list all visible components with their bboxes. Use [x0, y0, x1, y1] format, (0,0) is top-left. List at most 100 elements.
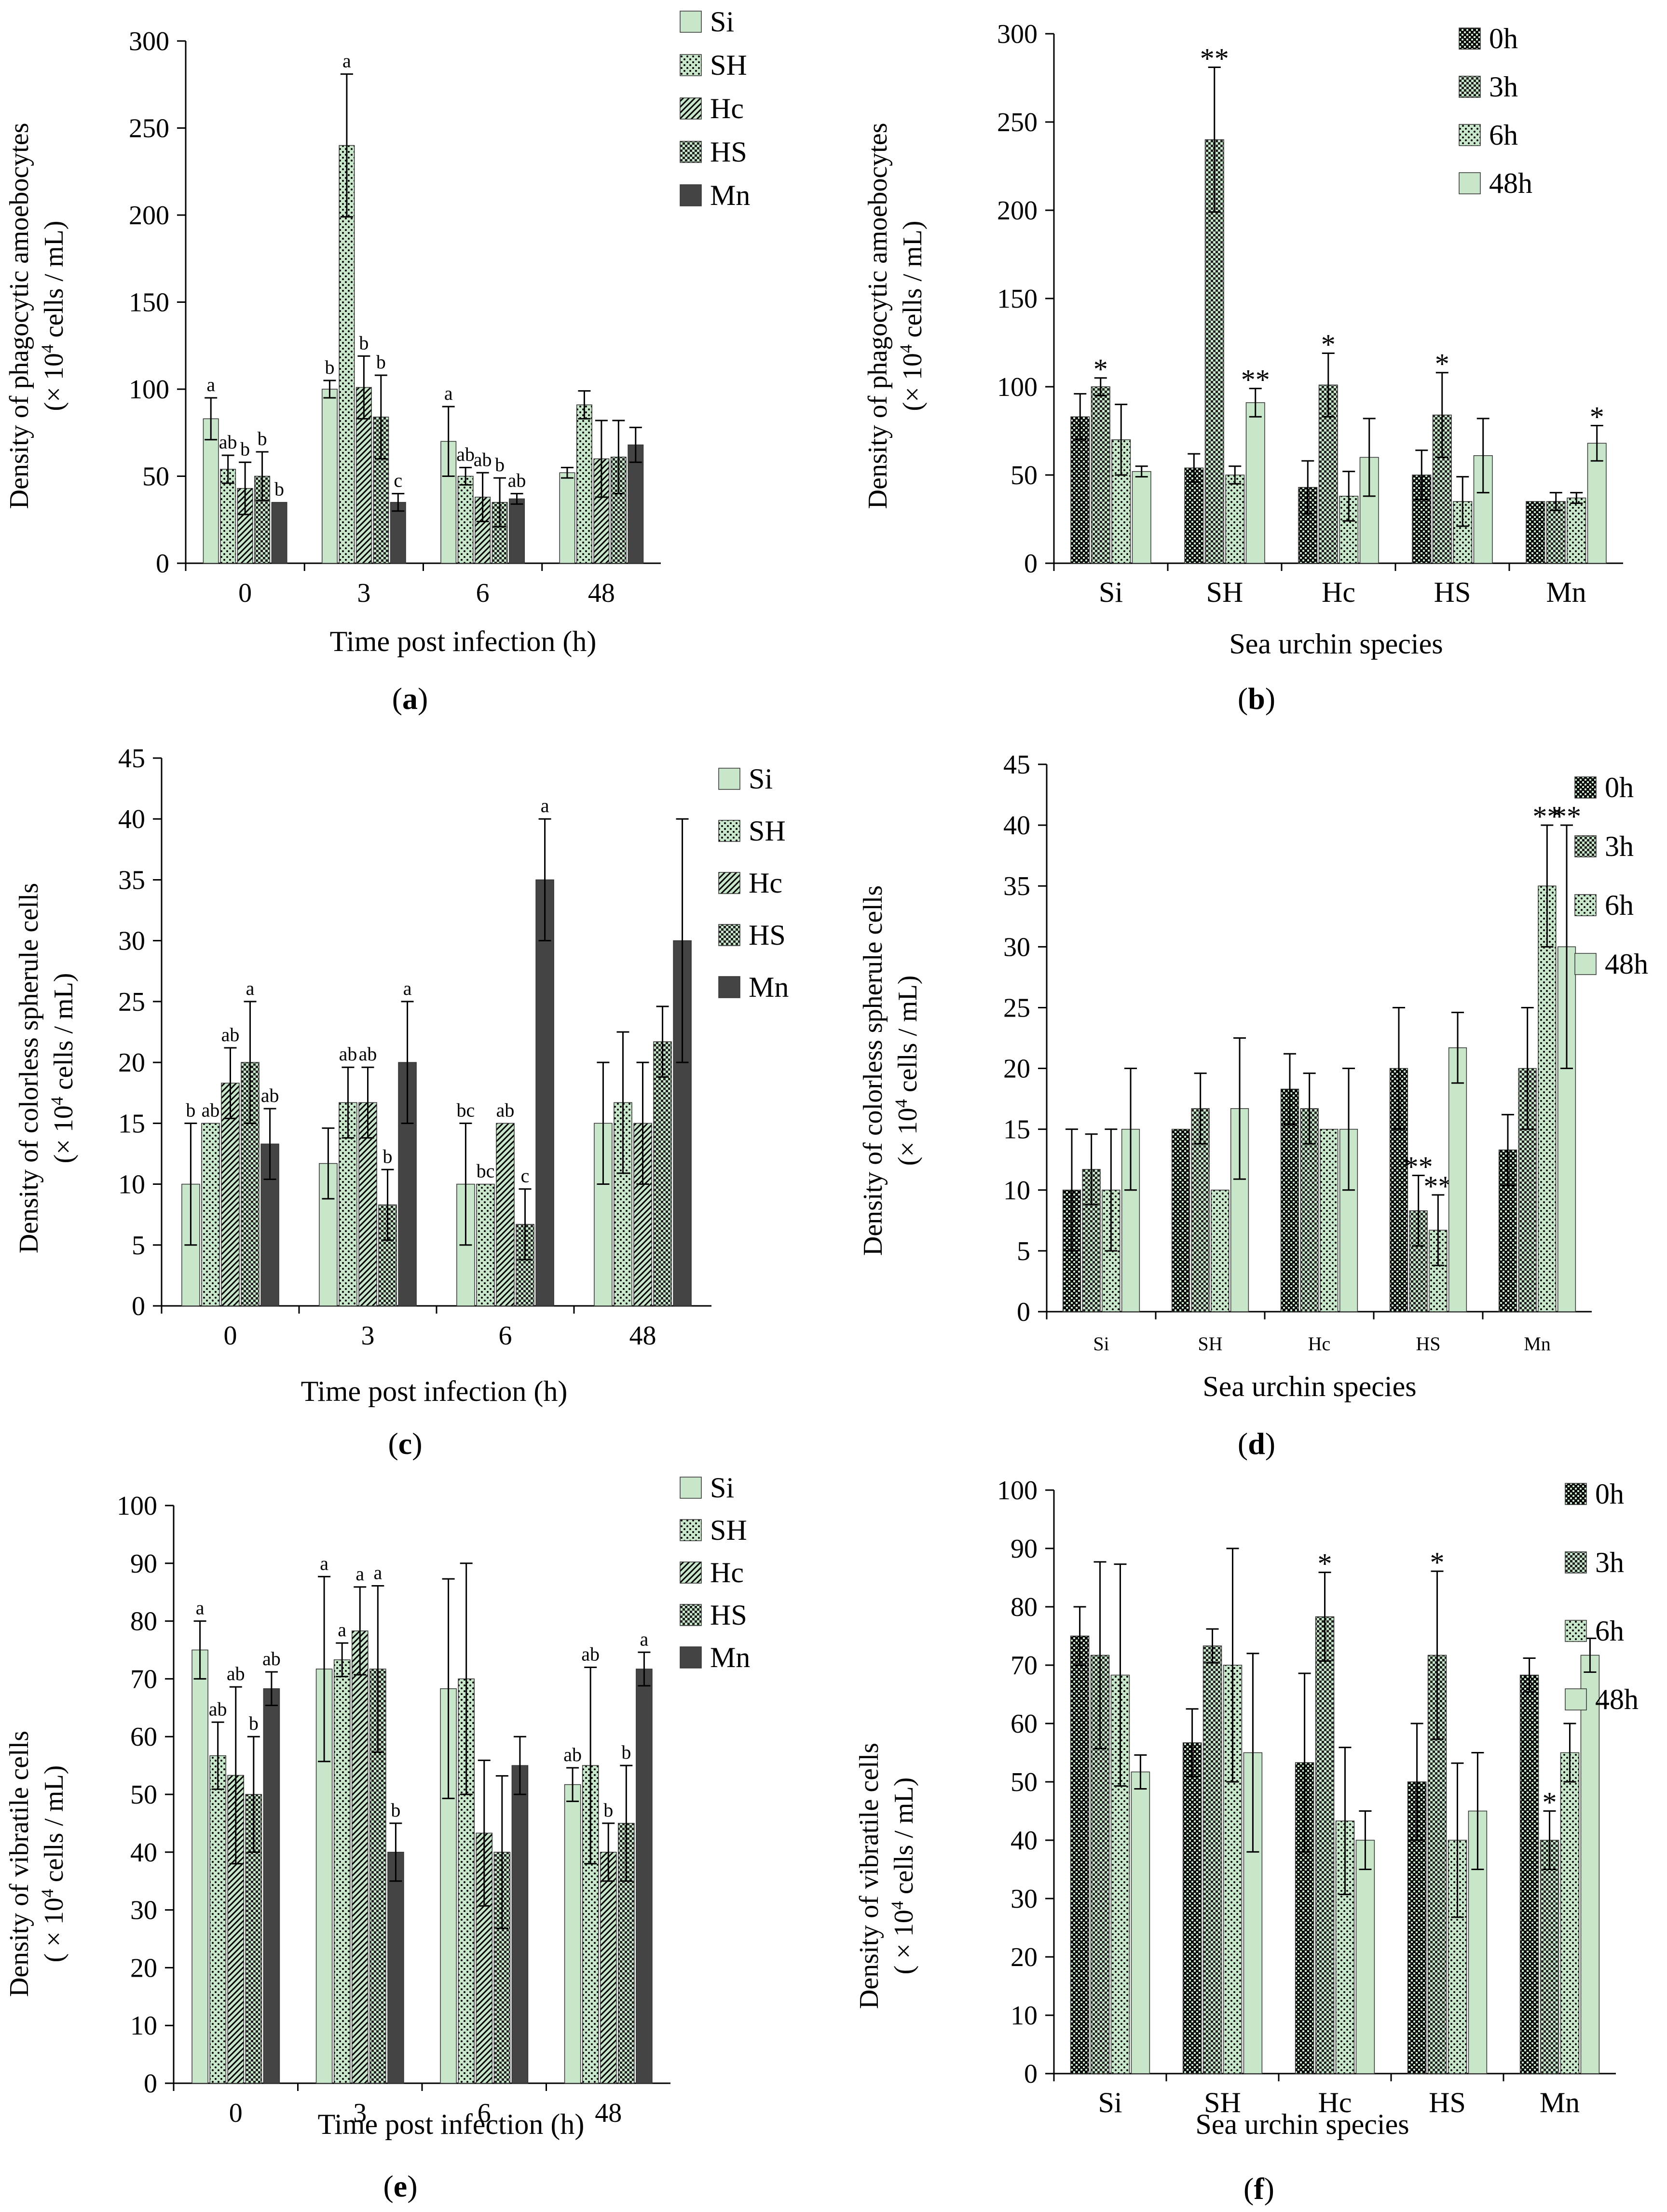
panel-f-legend-swatch [1565, 1620, 1587, 1642]
panel-d-legend-swatch [1574, 953, 1597, 975]
panel-b-ytick-label: 50 [1011, 461, 1038, 490]
panel-d-bar [1171, 1128, 1190, 1312]
panel-b-ylabel-unit-pre: (× 10 [898, 353, 928, 411]
panel-e-bar [351, 1630, 369, 2084]
panel-c-xlabel: Time post infection (h) [301, 1375, 568, 1407]
panel-d-category-label: Mn [1524, 1333, 1551, 1355]
panel-d-ytick-label: 25 [1003, 993, 1030, 1023]
panel-a-bar [576, 404, 592, 564]
panel-c-ylabel-line1: Density of colorless spherule cells [14, 883, 44, 1253]
panel-a-significance-label: b [274, 478, 284, 500]
panel-c-legend-swatch [718, 768, 740, 790]
panel-b-bar [1070, 416, 1090, 564]
panel-f-ytick-label: 30 [1011, 1884, 1038, 1914]
panel-f-bar [1182, 1742, 1202, 2074]
panel-e-significance-label: a [373, 1562, 382, 1584]
panel-a-ytick-label: 150 [129, 288, 169, 318]
panel-b-ytick-label: 0 [1024, 549, 1038, 579]
panel-f-ytick-label: 10 [1011, 2001, 1038, 2031]
panel-a-category-label: 3 [357, 578, 370, 608]
panel-b-bar [1567, 497, 1586, 564]
panel-b-significance-label: * [1590, 401, 1604, 433]
panel-b-significance-label: * [1093, 353, 1108, 385]
panel-d-bar [1448, 1047, 1467, 1312]
panel-f-bar [1070, 1635, 1090, 2074]
panel-c-ytick-label: 15 [118, 1109, 145, 1139]
panel-a-significance-label: a [342, 50, 351, 72]
panel-e-category-label: 0 [229, 2098, 243, 2128]
panel-f-ylabel-unit-pre: ( × 10 [889, 1910, 919, 1974]
panel-f-ytick-label: 70 [1011, 1651, 1038, 1681]
panel-a-ylabel-unit-sup: 4 [38, 344, 57, 353]
panel-e-significance-label: b [621, 1741, 631, 1763]
panel-b-bar [1526, 501, 1545, 564]
panel-a-legend-label: Hc [710, 93, 744, 124]
panel-c-bar [476, 1183, 495, 1306]
panel-d-ylabel-unit-post: cells / mL) [893, 976, 923, 1099]
panel-c-significance-label: c [521, 1165, 530, 1187]
panel-c-category-label: 48 [629, 1321, 656, 1351]
panel-b-legend-label: 0h [1489, 23, 1518, 54]
panel-f-category-label: Mn [1540, 2087, 1580, 2118]
panel-f-bar [1519, 1674, 1539, 2074]
panel-b-bar [1091, 386, 1110, 564]
panel-a-significance-label: ab [474, 448, 492, 470]
panel-f: 0 10 20 30 40 50 60 70 80 90 100 Si SH Hc * HS * Mn * 0h 3h 6… [854, 1476, 1639, 2206]
panel-e-legend-swatch [680, 1477, 702, 1499]
panel-e-ylabel-unit: ( × 104 cells / mL) [38, 1765, 69, 1963]
panel-e-significance-label: a [355, 1563, 364, 1585]
panel-e-bar [636, 1669, 653, 2084]
panel-f-ytick-label: 0 [1024, 2059, 1038, 2089]
panel-f-bar [1560, 1752, 1580, 2074]
panel-f-ytick-label: 20 [1011, 1942, 1038, 1972]
panel-f-legend-swatch [1565, 1551, 1587, 1574]
panel-d-ytick-label: 0 [1017, 1297, 1030, 1327]
panel-d-ytick-label: 5 [1017, 1236, 1030, 1266]
panel-c-ytick-label: 25 [118, 987, 145, 1017]
panel-b-bar [1132, 471, 1151, 564]
panel-d-bar [1230, 1108, 1249, 1312]
panel-c-legend-swatch [718, 924, 740, 946]
panel-b-bar [1587, 443, 1607, 564]
panel-b-category-label: Hc [1322, 576, 1355, 608]
panel-e-ytick-label: 100 [117, 1491, 157, 1521]
panel-e-ytick-label: 50 [130, 1780, 157, 1810]
panel-d-bar [1211, 1190, 1230, 1312]
panel-a-legend-swatch [680, 11, 702, 33]
panel-a-category-label: 48 [588, 578, 615, 608]
panel-b-significance-label: ** [1241, 364, 1270, 396]
panel-c-category-label: 3 [361, 1321, 375, 1351]
panel-d-category-label: HS [1416, 1333, 1440, 1355]
panel-a-ylabel-unit-post: cells / mL) [39, 221, 69, 345]
panel-d-legend-swatch [1574, 776, 1597, 799]
panel-e-ylabel-line1: Density of vibratile cells [4, 1731, 34, 1997]
panel-a-bar [457, 475, 474, 564]
panel-e-significance-label: ab [227, 1663, 245, 1684]
panel-b-category-label: Si [1099, 576, 1123, 608]
panel-c-legend-label: Hc [749, 867, 782, 899]
panel-c-significance-label: ab [221, 1024, 240, 1045]
panel-f-bar [1223, 1665, 1243, 2074]
panel-f-ytick-label: 80 [1011, 1592, 1038, 1622]
panel-d-ylabel-unit: (× 104 cells / mL) [891, 976, 923, 1166]
panel-e-bar [209, 1755, 226, 2084]
panel-a-ytick-label: 300 [129, 27, 169, 56]
panel-f-ytick-label: 40 [1011, 1826, 1038, 1856]
panel-d-xlabel: Sea urchin species [1202, 1371, 1416, 1402]
panel-c-legend-swatch [718, 976, 740, 998]
panel-d-legend-swatch [1574, 835, 1597, 857]
panel-c-significance-label: b [186, 1099, 195, 1121]
panel-c-significance-label: ab [261, 1085, 279, 1106]
panel-f-significance-label: * [1430, 1547, 1445, 1578]
panel-f-legend-swatch [1565, 1483, 1587, 1505]
panel-f-bar [1540, 1840, 1559, 2074]
panel-d-ytick-label: 10 [1003, 1176, 1030, 1206]
panel-a-ytick-label: 100 [129, 375, 169, 405]
panel-d-ylabel-unit-pre: (× 10 [893, 1108, 923, 1166]
panel-a-significance-label: ab [456, 443, 475, 465]
panel-c-category-label: 0 [224, 1321, 237, 1351]
